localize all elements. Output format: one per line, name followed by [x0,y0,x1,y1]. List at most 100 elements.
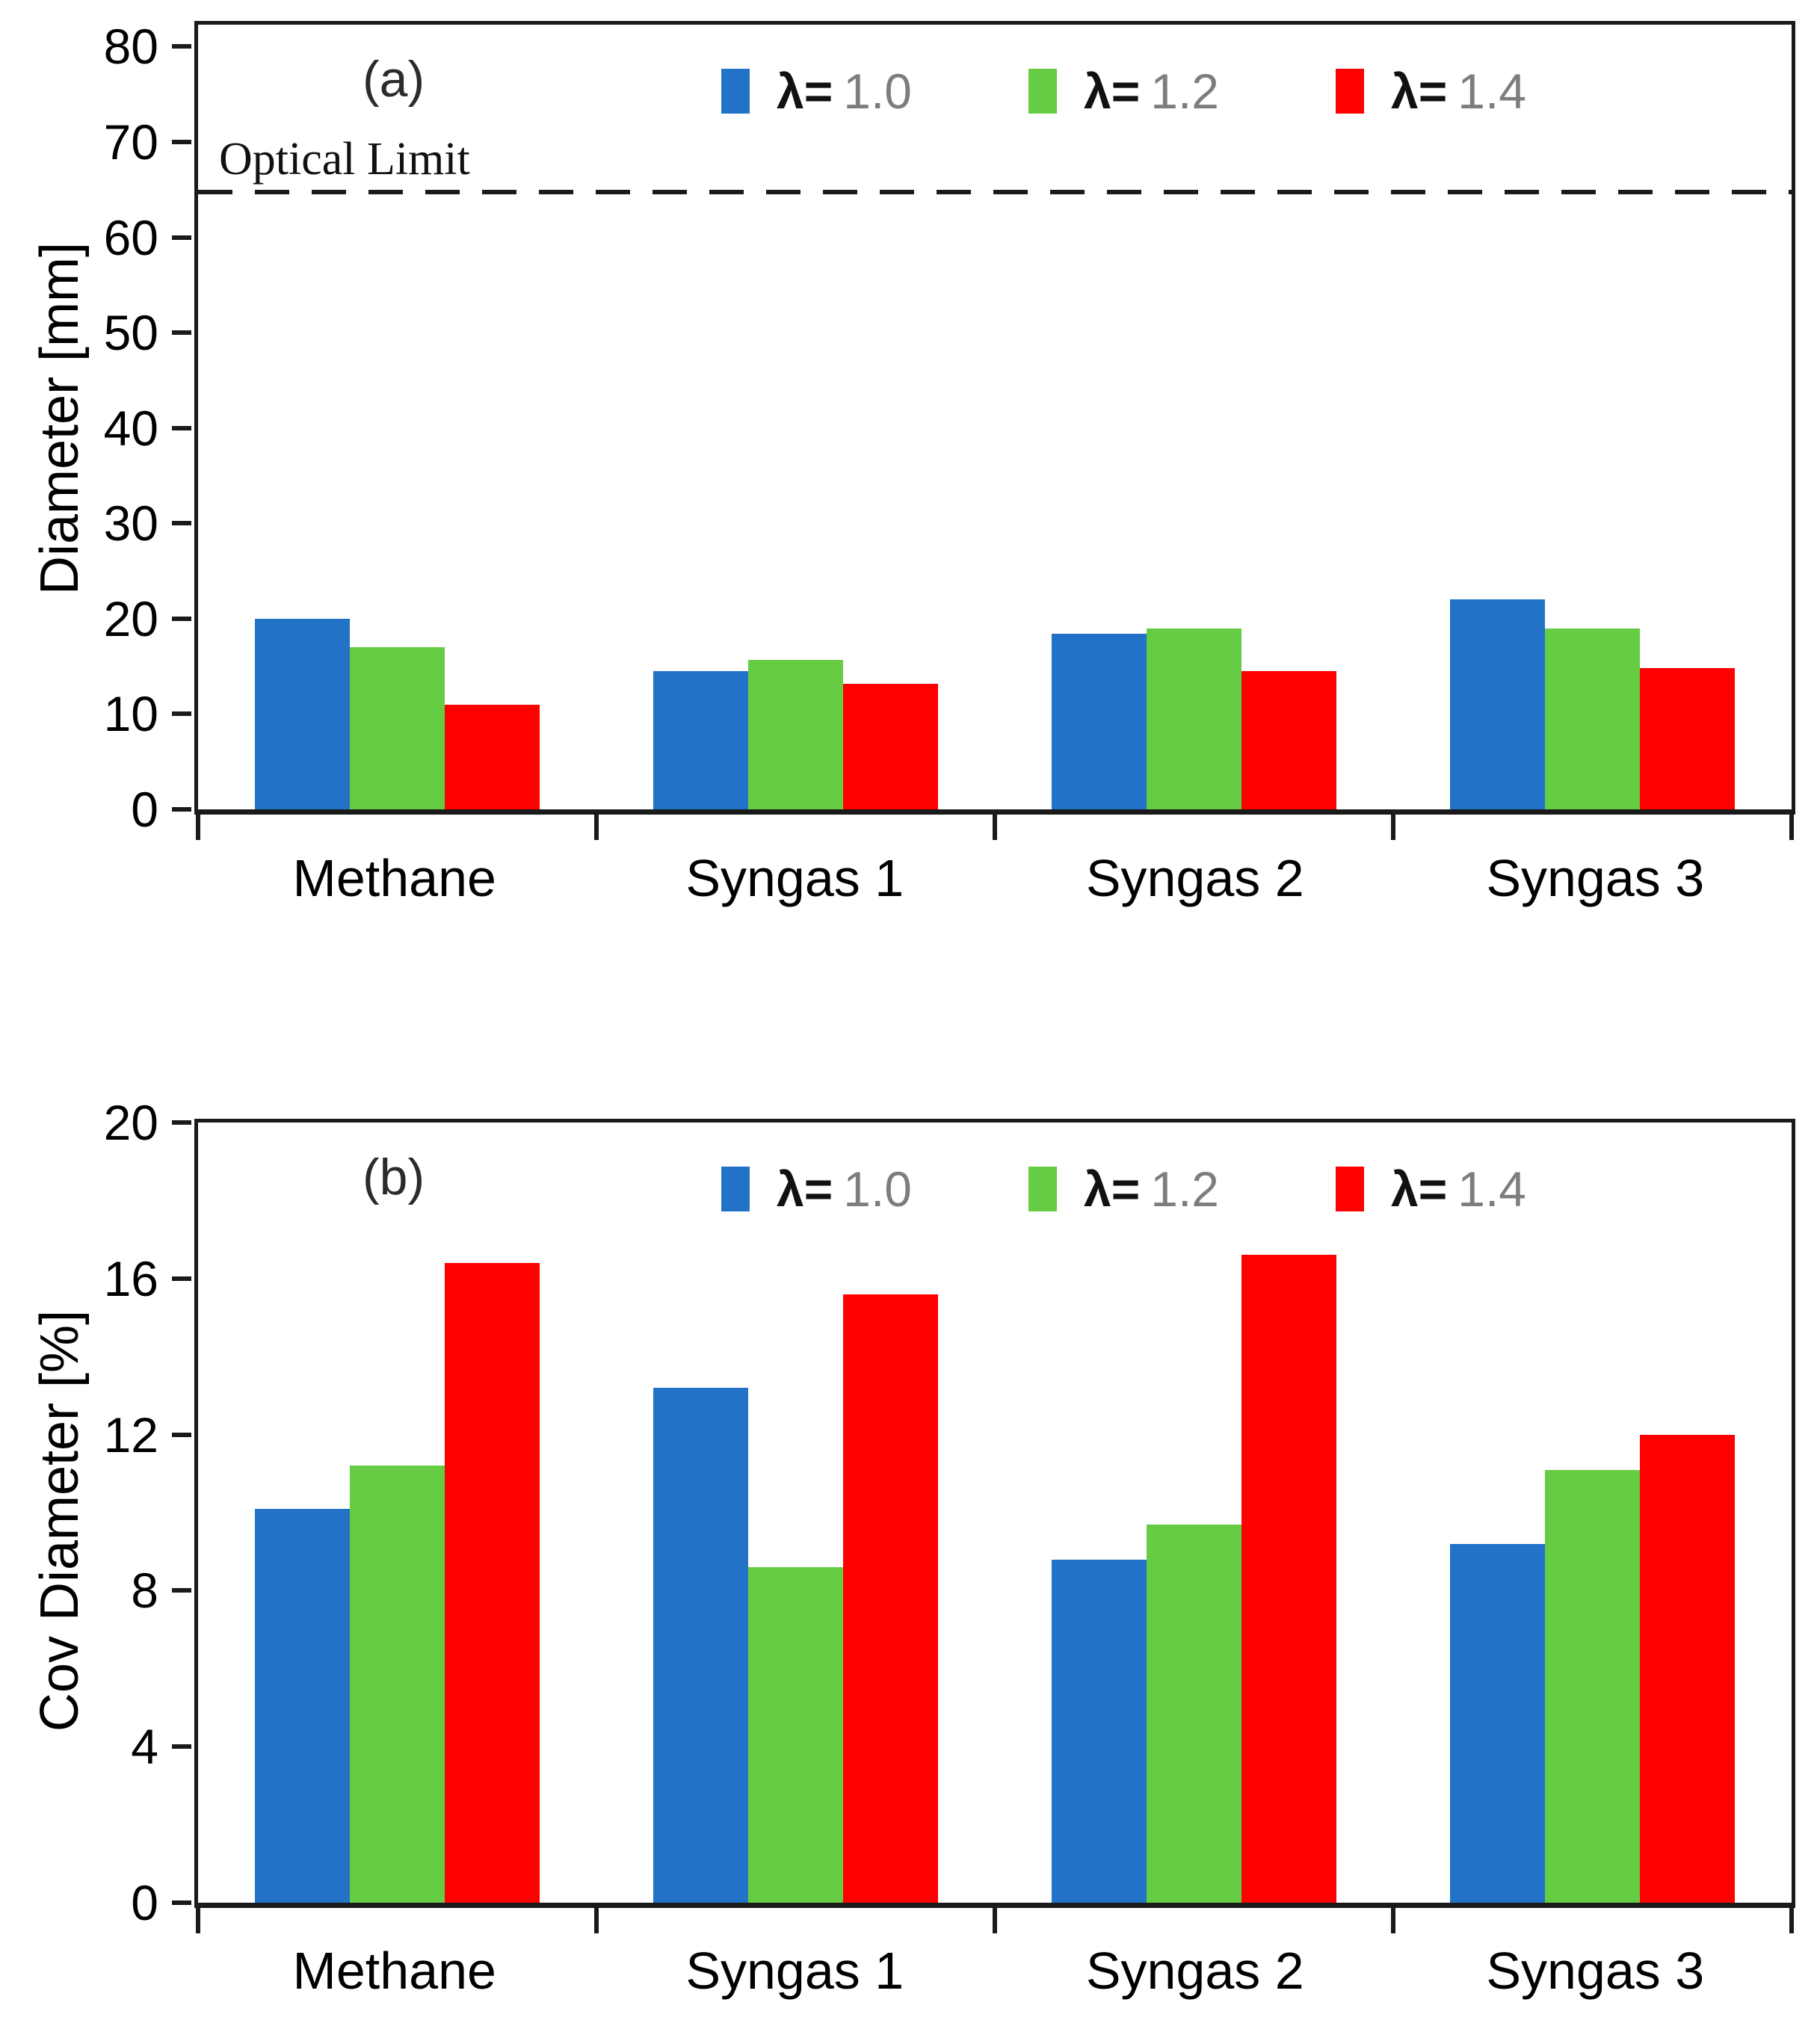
panel-label: (a) [363,51,425,108]
legend-swatch [1028,69,1057,114]
bar [748,659,843,809]
legend-item: λ= 1.2 [1028,1164,1219,1214]
bar-group [1393,1122,1792,1903]
y-tick-mark [172,521,191,526]
x-category-label: Syngas 1 [685,1942,904,2000]
y-tick-label: 80 [103,19,158,75]
y-tick-mark [172,616,191,621]
legend-swatch [1336,1167,1364,1211]
y-tick-label: 0 [131,1875,158,1930]
bar [255,618,350,809]
x-tick-mark [196,815,200,840]
y-tick-label: 0 [131,782,158,837]
legend-lambda-symbol: λ= [777,1161,833,1217]
x-tick-mark [1391,1908,1395,1933]
bar [1450,1543,1545,1903]
legend-item: λ= 1.2 [1028,67,1219,116]
legend-item: λ= 1.4 [1336,67,1526,116]
legend-value: 1.0 [843,64,912,119]
bar [1545,1469,1640,1903]
bar [843,683,938,809]
legend-value: 1.0 [843,1161,912,1217]
bar [1147,1524,1241,1903]
y-axis-ticks: 0 10 20 30 40 50 60 70 80 [0,19,191,834]
x-axis-labels: Methane Syngas 1 Syngas 2 Syngas 3 [194,852,1795,904]
legend-lambda-symbol: λ= [1084,64,1141,119]
y-tick-label: 8 [131,1563,158,1619]
y-axis-ticks: 0 4 8 12 16 20 [0,1098,191,1927]
legend: λ= 1.0 λ= 1.2 λ= 1.4 [721,67,1526,116]
y-tick-mark [172,1588,191,1593]
panel-b: Cov Diameter [%] 0 4 8 12 16 20 (b) λ= 1.0 λ= 1.… [0,1084,1820,2032]
bar [350,647,445,809]
panel-a: Diameter [mm] 0 10 20 30 40 50 60 70 80 (a) λ= 1.… [0,19,1795,904]
x-tick-mark [196,1908,200,1933]
x-category-label: Syngas 1 [685,849,904,907]
bar [1241,671,1336,809]
bar-group [995,25,1393,809]
bar-group [198,1122,596,1903]
bar-group [596,25,995,809]
bar-group [995,1122,1393,1903]
y-tick-mark [172,330,191,336]
legend-label: λ= 1.4 [1391,1164,1526,1214]
plot-area: (b) λ= 1.0 λ= 1.2 λ= 1.4 [194,1119,1795,1933]
y-tick-mark [172,425,191,430]
x-tick-mark [594,815,599,840]
y-tick-mark [172,711,191,717]
legend-lambda-symbol: λ= [777,64,833,119]
x-category-label: Methane [292,1942,496,2000]
legend-item: λ= 1.4 [1336,1164,1526,1214]
legend-item: λ= 1.0 [721,67,912,116]
bar [653,671,748,809]
x-category-label: Syngas 3 [1486,1942,1705,2000]
x-category-label: Methane [292,849,496,907]
y-tick-mark [172,235,191,240]
bar [1640,668,1735,809]
bar-group [198,25,596,809]
y-tick-mark [172,44,191,49]
x-tick-mark [993,815,997,840]
y-tick-mark [172,139,191,144]
bar [1052,634,1147,809]
legend-lambda-symbol: λ= [1084,1161,1141,1217]
bar-groups [198,25,1792,809]
optical-limit-label: Optical Limit [219,134,470,185]
bar [445,1262,540,1903]
y-tick-mark [172,1120,191,1125]
x-axis-labels: Methane Syngas 1 Syngas 2 Syngas 3 [194,1945,1795,1997]
bar [1640,1434,1735,1903]
y-tick-label: 70 [103,114,158,170]
x-tick-mark [1789,815,1794,840]
legend-label: λ= 1.4 [1391,67,1526,116]
x-category-label: Syngas 3 [1486,849,1705,907]
y-tick-mark [172,1900,191,1905]
x-tick-mark [594,1908,599,1933]
legend: λ= 1.0 λ= 1.2 λ= 1.4 [721,1164,1526,1214]
legend-swatch [1336,69,1364,114]
legend-label: λ= 1.0 [777,1164,912,1214]
bar [748,1567,843,1903]
bar [445,704,540,809]
legend-label: λ= 1.2 [1084,67,1219,116]
legend-value: 1.2 [1150,64,1219,119]
x-category-label: Syngas 2 [1085,849,1304,907]
bar [653,1387,748,1903]
x-tick-mark [993,1908,997,1933]
legend-value: 1.2 [1150,1161,1219,1217]
x-category-label: Syngas 2 [1085,1942,1304,2000]
y-tick-mark [172,1744,191,1750]
bar-group [596,1122,995,1903]
bar [255,1508,350,1903]
plot-area: (a) λ= 1.0 λ= 1.2 λ= 1.4 Optical Limit [194,21,1795,840]
bar-group [1393,25,1792,809]
bar [1545,628,1640,809]
y-tick-label: 50 [103,305,158,361]
bar [1052,1559,1147,1903]
x-tick-mark [1391,815,1395,840]
legend-label: λ= 1.2 [1084,1164,1219,1214]
bar [1147,628,1241,809]
legend-swatch [1028,1167,1057,1211]
y-tick-label: 12 [103,1406,158,1463]
y-tick-label: 4 [131,1719,158,1775]
